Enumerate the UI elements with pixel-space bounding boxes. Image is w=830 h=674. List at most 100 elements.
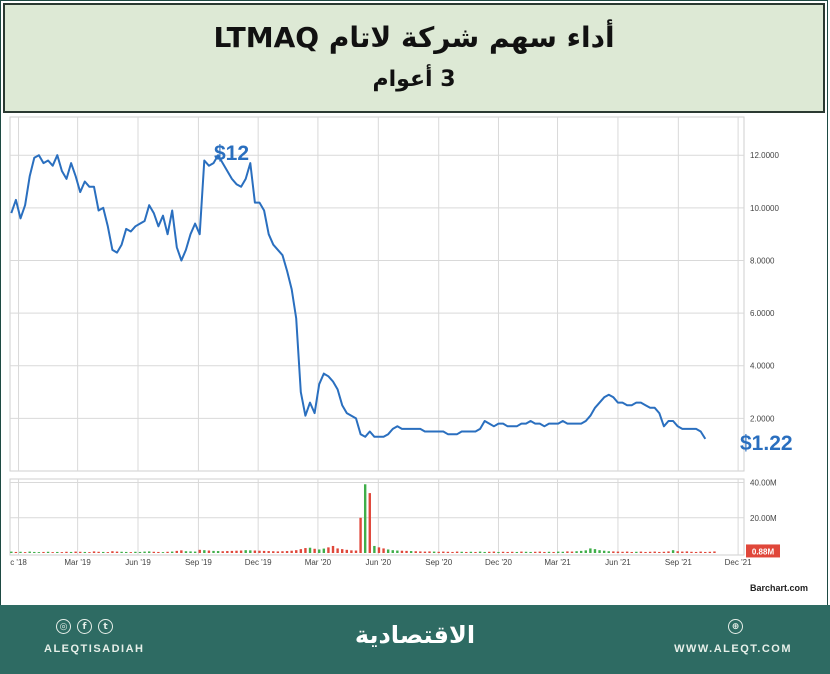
price-tick-label: 6.0000 [750, 309, 775, 318]
x-tick-label: Mar '19 [64, 558, 91, 567]
volume-bar [359, 517, 362, 553]
volume-bar [570, 551, 574, 553]
volume-bar [37, 552, 41, 553]
volume-bar [175, 550, 178, 553]
chart-title: أداء سهم شركة لاتام LTMAQ [213, 21, 615, 54]
instagram-icon[interactable]: ◎ [56, 619, 71, 634]
volume-bar [653, 551, 656, 553]
volume-bar [363, 484, 367, 553]
volume-bar [318, 549, 321, 553]
facebook-icon[interactable]: f [77, 619, 92, 634]
volume-bar [524, 551, 528, 553]
globe-icon: ⊕ [728, 619, 743, 634]
chart-subtitle: 3 أعوام [372, 67, 456, 92]
volume-bar [60, 552, 64, 553]
price-tick-label: 4.0000 [750, 362, 775, 371]
volume-bar [409, 551, 413, 553]
title-box: أداء سهم شركة لاتام LTMAQ 3 أعوام [3, 3, 825, 113]
twitter-icon[interactable]: t [98, 619, 113, 634]
x-tick-label: c '18 [10, 558, 27, 567]
volume-bar [65, 551, 68, 553]
volume-bar [704, 551, 707, 553]
volume-bar [341, 549, 344, 553]
volume-bar [451, 551, 454, 553]
volume-bar [170, 551, 174, 553]
volume-bar [161, 552, 165, 553]
volume-bar [14, 551, 18, 553]
volume-bar [276, 551, 280, 553]
volume-bar [281, 551, 284, 553]
volume-bar [152, 551, 155, 553]
volume-bar [83, 551, 87, 553]
volume-bar [88, 552, 91, 553]
volume-bar [249, 550, 252, 553]
volume-bar [198, 549, 201, 553]
volume-bar [474, 551, 477, 553]
footer-url[interactable]: WWW.ALEQT.COM [674, 643, 792, 655]
volume-bar [212, 550, 215, 553]
volume-bar [19, 551, 22, 553]
volume-bar [377, 547, 381, 553]
volume-bar [579, 550, 583, 553]
chart-area: 2.0000 4.0000 6.0000 8.0000 10.0000 12.0000 20… [0, 113, 830, 605]
volume-bar [593, 549, 597, 553]
volume-bar [143, 551, 146, 553]
volume-bar [138, 551, 142, 553]
volume-bar [455, 551, 459, 553]
volume-bar [28, 551, 31, 553]
x-tick-label: Mar '20 [305, 558, 332, 567]
volume-bar [33, 551, 36, 553]
last-volume-label: 0.88M [752, 547, 775, 556]
volume-bar [166, 551, 169, 553]
volume-bar [308, 547, 312, 553]
volume-bar [584, 550, 587, 553]
volume-pane-frame [9, 478, 745, 556]
volume-bar [612, 551, 615, 553]
x-tick-label: Jun '21 [605, 558, 631, 567]
volume-bar [10, 551, 13, 553]
volume-bar [575, 551, 578, 553]
volume-bar [598, 550, 601, 553]
volume-bar [552, 551, 555, 553]
volume-bar [56, 551, 59, 553]
volume-bar [708, 551, 712, 553]
volume-bar [625, 551, 629, 553]
volume-bar [74, 551, 77, 553]
volume-bar [667, 551, 670, 553]
footer-handle[interactable]: ALEQTISADIAH [44, 643, 145, 655]
volume-bar [189, 551, 192, 553]
volume-bar [465, 551, 468, 553]
volume-bar [492, 551, 496, 553]
last-price-annotation: $1.22 [740, 432, 793, 455]
x-tick-label: Dec '19 [245, 558, 272, 567]
volume-bar [304, 548, 307, 553]
volume-bar [51, 552, 54, 553]
volume-bar [529, 551, 532, 553]
volume-bar [428, 551, 431, 553]
volume-bar [699, 551, 702, 553]
volume-bar [432, 551, 436, 553]
x-tick-label: Jun '19 [125, 558, 151, 567]
volume-bar [534, 551, 537, 553]
volume-bar [386, 549, 390, 553]
price-series-line [10, 154, 707, 440]
volume-bar [713, 551, 716, 553]
volume-bar [446, 551, 450, 553]
volume-bar [561, 551, 564, 553]
volume-bar [299, 549, 303, 553]
volume-bar [23, 552, 27, 553]
volume-bar [184, 551, 188, 553]
price-pane-frame [9, 116, 745, 472]
volume-bar [350, 550, 353, 553]
volume-bar [515, 551, 519, 553]
volume-bar [648, 551, 652, 553]
volume-bar [97, 551, 100, 553]
volume-bar [685, 551, 689, 553]
volume-bar [207, 550, 211, 553]
volume-bar [79, 551, 82, 553]
x-tick-label: Sep '21 [665, 558, 692, 567]
stock-chart: 2.0000 4.0000 6.0000 8.0000 10.0000 12.0000 20… [9, 116, 808, 593]
volume-bar [267, 551, 270, 553]
x-tick-label: Mar '21 [544, 558, 571, 567]
volume-bar [602, 550, 606, 553]
